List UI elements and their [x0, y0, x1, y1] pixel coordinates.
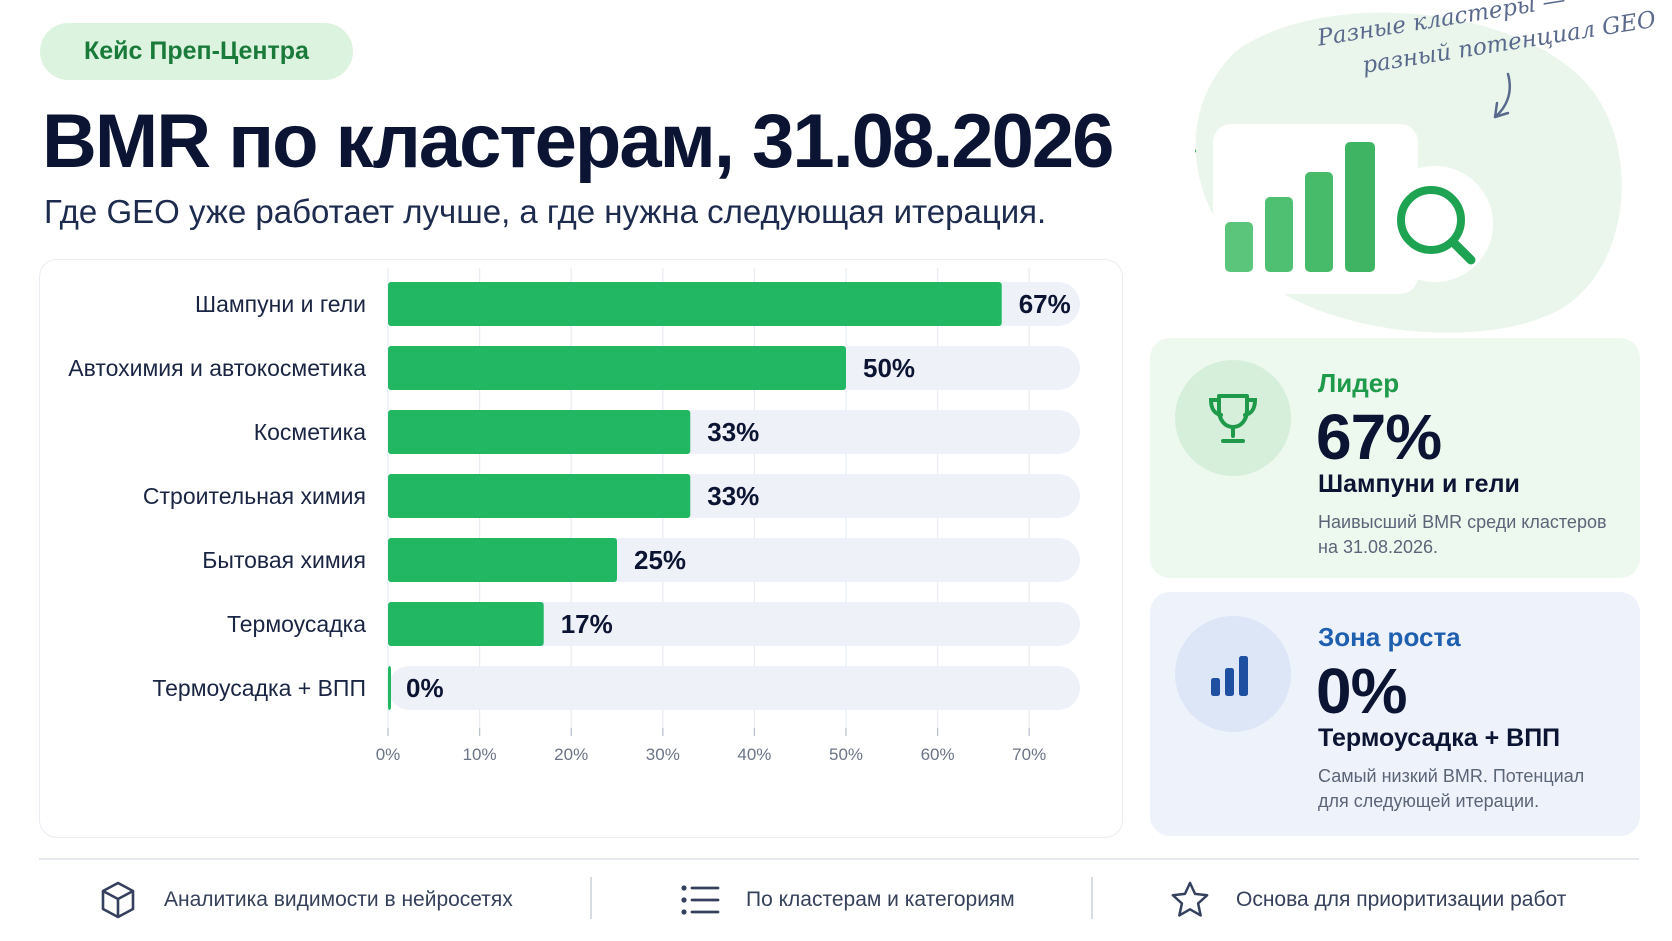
x-tick-label: 40% [737, 745, 771, 764]
bar-track [388, 666, 1080, 710]
category-label: Бытовая химия [202, 547, 366, 573]
category-label: Шампуни и гели [195, 291, 366, 317]
x-tick-label: 10% [463, 745, 497, 764]
bar [388, 410, 691, 454]
value-label: 17% [561, 609, 613, 639]
analytics-illustration [1195, 12, 1622, 333]
footer-divider [39, 858, 1639, 860]
x-tick-label: 60% [921, 745, 955, 764]
bar-chart-icon [1211, 656, 1248, 696]
bar-track [388, 602, 1080, 646]
feature-clusters-text: По кластерам и категориям [746, 888, 1015, 911]
value-label: 33% [707, 481, 759, 511]
feature-clusters: По кластерам и категориям [680, 874, 1015, 926]
growth-icon-circle [1175, 616, 1291, 732]
value-label: 25% [634, 545, 686, 575]
list-icon [680, 880, 720, 920]
bar [388, 602, 544, 646]
x-tick-label: 70% [1012, 745, 1046, 764]
growth-card: Зона роста 0% Термоусадка + ВПП Самый ни… [1150, 592, 1640, 836]
bar-chart-card: 0% 10% 20% 30% 40% 50% 60% 70% Шампуни и гели 67%… [39, 259, 1123, 838]
feature-analytics: Аналитика видимости в нейросетях [98, 874, 513, 926]
growth-description: Самый низкий BMR. Потенциал для следующе… [1318, 766, 1585, 811]
category-label: Термоусадка [227, 611, 366, 637]
leader-label: Лидер [1318, 368, 1400, 398]
star-icon [1170, 880, 1210, 920]
bar [388, 346, 846, 390]
bar [388, 282, 1002, 326]
page-title: BMR по кластерам, 31.08.2026 [42, 99, 1114, 184]
feature-analytics-text: Аналитика видимости в нейросетях [164, 888, 513, 911]
growth-name: Термоусадка + ВПП [1318, 724, 1561, 752]
footer-separator [590, 877, 592, 919]
category-label: Термоусадка + ВПП [152, 675, 366, 701]
feature-priority: Основа для приоритизации работ [1170, 874, 1566, 926]
x-tick-label: 0% [376, 745, 401, 764]
feature-priority-text: Основа для приоритизации работ [1236, 888, 1567, 911]
footer-separator [1091, 877, 1093, 919]
cube-icon [98, 880, 138, 920]
leader-name: Шампуни и гели [1318, 470, 1520, 498]
bmr-bar-chart: 0% 10% 20% 30% 40% 50% 60% 70% Шампуни и гели 67%… [68, 268, 1080, 764]
bar [388, 666, 391, 710]
x-tick-label: 20% [554, 745, 588, 764]
value-label: 67% [1019, 289, 1071, 319]
bar [388, 474, 691, 518]
category-label: Строительная химия [143, 483, 366, 509]
page-subtitle: Где GEO уже работает лучше, а где нужна … [44, 193, 1047, 230]
value-label: 50% [863, 353, 915, 383]
x-tick-label: 30% [646, 745, 680, 764]
leader-card: Лидер 67% Шампуни и гели Наивысший BMR с… [1150, 338, 1640, 578]
case-badge: Кейс Преп-Центра [40, 23, 353, 80]
category-label: Автохимия и автокосметика [68, 355, 366, 381]
growth-value: 0% [1316, 655, 1407, 727]
x-tick-label: 50% [829, 745, 863, 764]
value-label: 33% [707, 417, 759, 447]
leader-value: 67% [1316, 401, 1442, 473]
category-label: Косметика [254, 419, 366, 445]
leader-description: Наивысший BMR среди кластеров на 31.08.2… [1318, 512, 1607, 557]
growth-label: Зона роста [1318, 622, 1461, 652]
leader-icon-circle [1175, 360, 1291, 476]
value-label: 0% [406, 673, 444, 703]
bar [388, 538, 617, 582]
trophy-icon [1208, 394, 1258, 443]
